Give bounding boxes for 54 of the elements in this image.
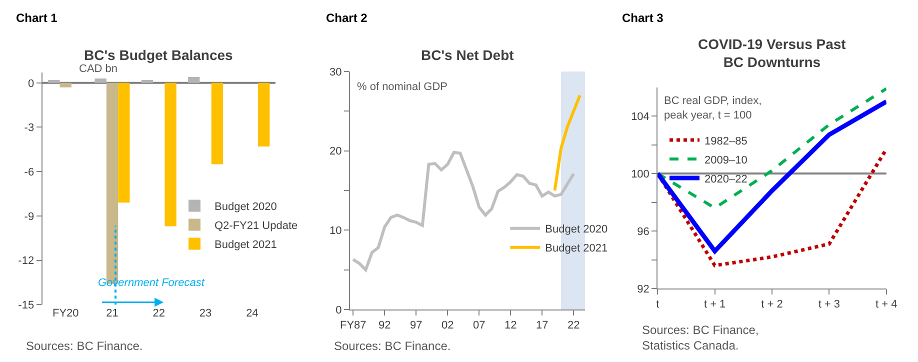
caption: Chart 2 — [326, 11, 368, 25]
y-tick-label: 100 — [631, 168, 650, 180]
y-tick-label: -12 — [18, 255, 34, 268]
y-tick-label: 10 — [330, 225, 342, 238]
legend-label: Budget 2020 — [545, 224, 608, 236]
x-tick-label: 92 — [378, 320, 391, 332]
caption: Chart 1 — [16, 11, 58, 25]
x-tick-label: 12 — [504, 320, 517, 332]
y-tick-label: 0 — [28, 78, 34, 90]
source-note: Sources: BC Finance. — [334, 339, 451, 353]
annotation: BC real GDP, index, peak year, t = 100 — [664, 95, 762, 122]
x-tick-label: 17 — [536, 320, 548, 332]
x-tick-label: t + 4 — [876, 298, 898, 311]
legend-label: 2020–22 — [704, 173, 748, 186]
x-tick-label: 02 — [442, 320, 454, 332]
x-tick-label: t + 1 — [704, 298, 726, 311]
legend-label: Q2-FY21 Update — [214, 220, 298, 232]
source-note: Sources: BC Finance. — [26, 339, 143, 353]
y-tick-label: 104 — [631, 110, 650, 123]
x-tick-label: 22 — [152, 308, 166, 320]
x-tick-label: 21 — [106, 308, 118, 320]
chart-title: BC's Net Debt — [421, 47, 514, 63]
chart-title: BC's Budget Balances — [84, 47, 234, 63]
x-tick-label: t + 2 — [761, 298, 783, 311]
y-tick-label: -9 — [24, 210, 34, 223]
caption: Chart 3 — [622, 11, 664, 25]
chart-title: COVID-19 Versus Past BC Downturns — [698, 36, 846, 70]
annotation: CAD bn — [79, 63, 118, 75]
annotation: % of nominal GDP — [357, 81, 448, 93]
x-tick-label: FY87 — [340, 320, 366, 332]
x-tick-label: 07 — [473, 320, 486, 332]
source-note: Sources: BC Finance, Statistics Canada. — [642, 323, 759, 353]
x-tick-label: t — [656, 298, 660, 311]
y-tick-label: -6 — [24, 166, 34, 178]
legend-label: Budget 2021 — [214, 238, 277, 251]
y-tick-label: 20 — [330, 146, 342, 158]
x-tick-label: 97 — [410, 320, 422, 332]
x-tick-label: 23 — [199, 308, 212, 320]
y-tick-label: -3 — [24, 122, 34, 134]
legend-label: Budget 2020 — [214, 200, 277, 213]
y-tick-label: 0 — [336, 304, 342, 316]
line-series — [553, 94, 582, 192]
x-tick-label: t + 3 — [818, 298, 840, 311]
y-tick-label: -15 — [18, 299, 34, 312]
legend-label: 2009–10 — [704, 154, 748, 166]
x-tick-label: 22 — [568, 320, 580, 332]
legend-label: Budget 2021 — [545, 242, 608, 255]
annotation: Government Forecast — [98, 277, 206, 289]
x-tick-label: 24 — [246, 308, 258, 320]
y-tick-label: 96 — [637, 226, 650, 238]
legend-label: 1982–85 — [704, 135, 748, 148]
y-tick-label: 92 — [637, 283, 650, 296]
y-tick-label: 30 — [330, 66, 342, 78]
x-tick-label: FY20 — [52, 308, 79, 320]
